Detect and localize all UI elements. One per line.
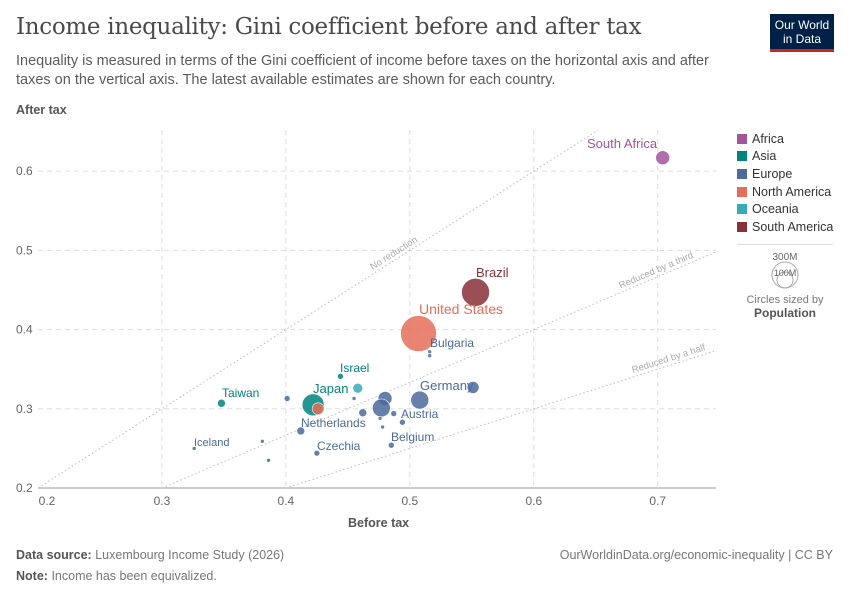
- legend-item[interactable]: Africa: [737, 130, 833, 148]
- legend: Africa Asia Europe North America Oceania Sout…: [737, 130, 833, 236]
- reference-line-label: Reduced by a half: [631, 342, 708, 376]
- legend-label: South America: [752, 219, 834, 234]
- point-label: Taiwan: [222, 386, 259, 400]
- x-tick-label: 0.3: [154, 494, 171, 508]
- source-link[interactable]: Luxembourg Income Study (2026): [95, 548, 285, 562]
- data-point: [311, 402, 325, 416]
- reference-line: [37, 129, 599, 489]
- legend-item[interactable]: Europe: [737, 165, 833, 183]
- size-legend-circles: 300M 100M: [771, 252, 799, 289]
- legend-swatch: [737, 151, 747, 162]
- reference-line: [285, 350, 717, 489]
- data-point: [380, 424, 385, 430]
- reference-line: [161, 251, 717, 489]
- x-tick-label: 0.4: [278, 494, 295, 508]
- note: Note: Income has been equivalized.: [16, 569, 217, 583]
- x-tick-label: 0.7: [649, 494, 666, 508]
- y-axis-label: After tax: [16, 103, 67, 117]
- data-source: Data source: Luxembourg Income Study (20…: [16, 548, 285, 562]
- point-label: Bulgaria: [430, 336, 474, 350]
- point-label: Brazil: [476, 265, 509, 280]
- data-point: [260, 438, 265, 444]
- data-point: [387, 441, 395, 449]
- point-label: South Africa: [587, 136, 658, 151]
- y-tick-label: 0.3: [16, 402, 33, 416]
- y-tick-label: 0.2: [16, 481, 33, 495]
- data-point: [466, 381, 480, 394]
- data-point: [390, 410, 398, 417]
- data-point: [191, 446, 197, 451]
- data-point: [461, 278, 490, 307]
- y-tick-label: 0.6: [16, 164, 33, 178]
- size-variable: Population: [754, 306, 816, 320]
- point-label: Austria: [401, 407, 439, 421]
- legend-label: Oceania: [752, 202, 799, 217]
- data-point: [427, 349, 432, 355]
- point-label: Belgium: [391, 430, 434, 444]
- legend-label: Asia: [752, 149, 777, 164]
- data-point: [400, 315, 437, 352]
- x-tick-label: 0.5: [402, 494, 419, 508]
- legend-item[interactable]: North America: [737, 183, 833, 201]
- data-point: [283, 395, 291, 402]
- data-point: [410, 390, 430, 410]
- data-point: [655, 150, 671, 166]
- legend-swatch: [737, 204, 747, 215]
- chart-title: Income inequality: Gini coefficient befo…: [16, 14, 642, 40]
- data-point: [266, 457, 271, 463]
- data-point: [372, 398, 391, 418]
- data-point: [399, 418, 406, 426]
- data-point: [427, 353, 432, 359]
- x-tick-label: 0.2: [39, 494, 56, 508]
- legend-label: Africa: [752, 131, 784, 146]
- owid-url[interactable]: OurWorldinData.org/economic-inequality |…: [559, 548, 833, 562]
- chart-subtitle: Inequality is measured in terms of the G…: [16, 53, 709, 88]
- legend-swatch: [737, 186, 747, 197]
- data-point: [217, 398, 226, 408]
- size-legend: 300M 100M Circles sized by Population: [737, 244, 833, 320]
- size-caption: Circles sized by: [746, 294, 824, 306]
- legend-label: Europe: [752, 166, 793, 181]
- x-axis-label: Before tax: [348, 516, 410, 530]
- data-point: [377, 416, 383, 421]
- data-point: [351, 396, 357, 401]
- data-point: [337, 373, 344, 380]
- data-point: [296, 426, 306, 436]
- legend-swatch: [737, 133, 747, 144]
- size-big-label: 300M: [772, 252, 797, 263]
- point-label: Israel: [340, 361, 369, 375]
- legend-swatch: [737, 168, 747, 179]
- size-small-label: 100M: [774, 268, 797, 278]
- y-tick-label: 0.5: [16, 243, 33, 257]
- point-label: United States: [419, 301, 503, 317]
- point-label: Netherlands: [301, 416, 366, 430]
- reference-line-label: Reduced by a third: [617, 250, 695, 291]
- legend-label: North America: [752, 184, 832, 199]
- data-point: [352, 382, 364, 394]
- legend-item[interactable]: Oceania: [737, 200, 833, 218]
- legend-item[interactable]: Asia: [737, 148, 833, 166]
- legend-item[interactable]: South America: [737, 218, 833, 236]
- point-label: Japan: [313, 381, 348, 396]
- y-tick-label: 0.4: [16, 323, 33, 337]
- legend-swatch: [737, 221, 747, 232]
- point-label: Germany: [420, 378, 474, 393]
- point-label: Iceland: [194, 437, 229, 449]
- point-label: Czechia: [317, 439, 361, 453]
- reference-line-label: No reduction: [368, 234, 419, 272]
- data-point: [313, 449, 321, 457]
- data-point: [358, 408, 368, 418]
- owid-logo[interactable]: Our World in Data: [770, 14, 834, 52]
- x-tick-label: 0.6: [525, 494, 542, 508]
